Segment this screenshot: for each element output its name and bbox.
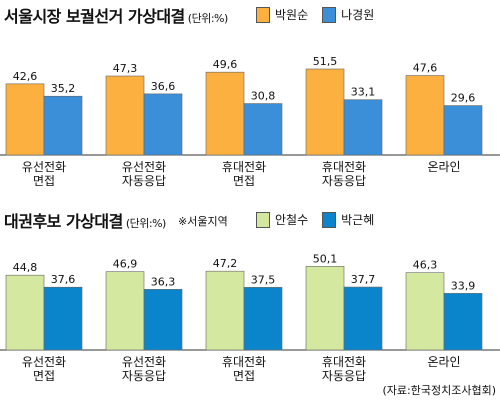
data-label: 37,5 <box>251 273 276 286</box>
x-tick-label: 온라인 <box>427 355 460 369</box>
chart2-title-text: 대권후보 가상대결 <box>4 212 123 231</box>
legend-swatch-series1 <box>256 6 270 23</box>
legend-label-series2: 박근혜 <box>341 213 375 227</box>
data-label: 51,5 <box>313 55 338 68</box>
data-label: 42,6 <box>13 70 38 83</box>
source-note: (자료:한국정치조사협회) <box>382 384 497 397</box>
bar <box>243 287 283 351</box>
x-tick-label: 자동응답 <box>322 369 366 382</box>
bar <box>405 272 445 351</box>
x-tick-label: 휴대전화 <box>222 355 266 369</box>
bar <box>143 93 183 156</box>
chart2-region-note: ※서울지역 <box>178 215 228 228</box>
x-tick-label: 면접 <box>33 369 55 382</box>
x-tick-label: 휴대전화 <box>322 355 366 369</box>
data-label: 37,7 <box>351 273 376 286</box>
chart2-legend: 안철수 박근혜 <box>248 211 374 228</box>
bar <box>5 274 45 351</box>
bar <box>305 68 345 156</box>
x-tick-label: 자동응답 <box>122 369 166 382</box>
bar <box>405 75 445 156</box>
x-tick-label: 자동응답 <box>122 174 166 188</box>
data-label: 33,1 <box>351 86 376 99</box>
chart1-title-text: 서울시장 보궐선거 가상대결 <box>4 7 185 26</box>
chart2-title: 대권후보 가상대결 (단위:%) <box>4 208 166 232</box>
x-tick-label: 유선전화 <box>122 355 166 369</box>
chart1-title: 서울시장 보궐선거 가상대결 (단위:%) <box>4 3 228 27</box>
data-label: 47,3 <box>113 62 138 75</box>
chart2-unit: (단위:%) <box>125 217 166 230</box>
data-label: 37,6 <box>51 273 76 286</box>
x-tick-label: 유선전화 <box>22 355 66 369</box>
legend-swatch-series2 <box>322 6 337 23</box>
x-tick-label: 면접 <box>233 369 255 382</box>
chart1-plot: 42,635,2유선전화면접47,336,6유선전화자동응답49,630,8휴대… <box>0 55 500 188</box>
data-label: 30,8 <box>251 90 276 103</box>
data-label: 36,6 <box>151 80 176 93</box>
bar <box>43 286 83 351</box>
data-label: 35,2 <box>51 82 76 95</box>
data-label: 36,3 <box>151 275 176 288</box>
data-label: 47,2 <box>213 257 238 270</box>
bar <box>143 289 183 351</box>
bar <box>105 271 145 351</box>
legend-label-series1: 박원순 <box>275 8 309 22</box>
data-label: 29,6 <box>451 92 476 105</box>
data-label: 33,9 <box>451 279 476 292</box>
x-tick-label: 유선전화 <box>122 160 166 174</box>
bar <box>343 286 383 351</box>
chart1-unit: (단위:%) <box>187 12 228 25</box>
bar <box>443 105 483 156</box>
data-label: 46,9 <box>113 258 138 271</box>
bar <box>343 99 383 156</box>
bar <box>43 95 83 156</box>
legend-label-series2: 나경원 <box>341 8 375 22</box>
bar <box>243 103 283 156</box>
data-label: 50,1 <box>313 252 338 265</box>
bar <box>305 266 345 351</box>
x-tick-label: 자동응답 <box>322 174 366 188</box>
legend-swatch-series1 <box>256 211 270 228</box>
data-label: 49,6 <box>213 58 238 71</box>
legend-swatch-series2 <box>322 211 337 228</box>
legend-label-series1: 안철수 <box>275 213 309 227</box>
chart2-plot: 44,837,6유선전화면접46,936,3유선전화자동응답47,237,5휴대… <box>0 252 500 382</box>
data-label: 44,8 <box>13 261 38 274</box>
x-tick-label: 유선전화 <box>22 160 66 174</box>
bar <box>205 71 245 156</box>
x-tick-label: 휴대전화 <box>222 160 266 174</box>
bar <box>5 83 45 156</box>
x-tick-label: 면접 <box>33 174 55 188</box>
x-tick-label: 면접 <box>233 174 255 188</box>
bar <box>443 293 483 351</box>
bar <box>205 270 245 351</box>
bar <box>105 75 145 156</box>
chart1-legend: 박원순 나경원 <box>248 6 374 23</box>
data-label: 47,6 <box>413 62 438 75</box>
x-tick-label: 휴대전화 <box>322 160 366 174</box>
x-tick-label: 온라인 <box>427 160 460 174</box>
data-label: 46,3 <box>413 259 438 272</box>
